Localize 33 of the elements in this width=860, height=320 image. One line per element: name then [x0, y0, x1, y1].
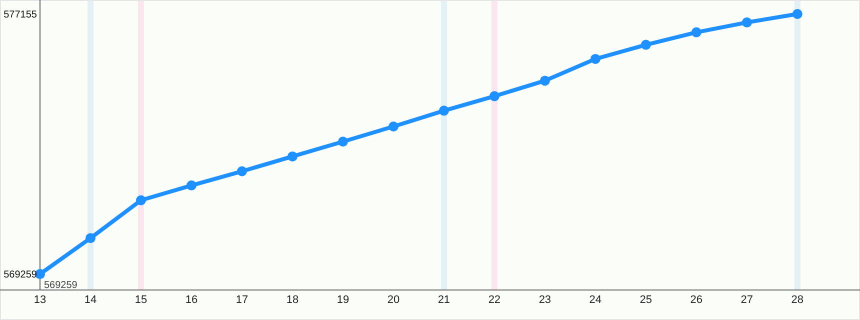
x-tick-label: 26	[690, 294, 703, 306]
point	[792, 9, 802, 20]
point	[438, 106, 449, 116]
x-tick-label: 19	[336, 294, 350, 306]
x-tick-label: 22	[488, 294, 501, 306]
x-tick-label: 15	[134, 294, 148, 306]
x-tick-label: 21	[438, 294, 450, 306]
annotation: 569259	[44, 280, 78, 292]
x-tick-label: 28	[791, 294, 804, 306]
point	[540, 76, 550, 86]
x-tick-label: 27	[740, 294, 754, 306]
point	[590, 54, 600, 64]
x-tick-label: 13	[34, 294, 46, 306]
x-tick-label: 17	[236, 294, 248, 306]
point	[489, 91, 500, 102]
point	[136, 195, 146, 206]
x-tick-label: 18	[286, 294, 299, 306]
point	[85, 233, 96, 244]
point	[388, 121, 398, 132]
y-tick-label: 577155	[4, 10, 38, 21]
x-tick-label: 16	[185, 294, 198, 306]
point	[691, 27, 702, 38]
x-tick-label: 20	[387, 294, 400, 306]
point	[236, 166, 247, 176]
point	[287, 151, 298, 162]
point	[186, 180, 196, 190]
point	[338, 136, 348, 147]
x-tick-label: 25	[640, 294, 652, 306]
x-tick-label: 23	[538, 294, 552, 306]
x-tick-label: 24	[589, 294, 602, 306]
point	[640, 40, 651, 50]
point	[742, 17, 752, 28]
x-tick-label: 14	[84, 294, 97, 306]
